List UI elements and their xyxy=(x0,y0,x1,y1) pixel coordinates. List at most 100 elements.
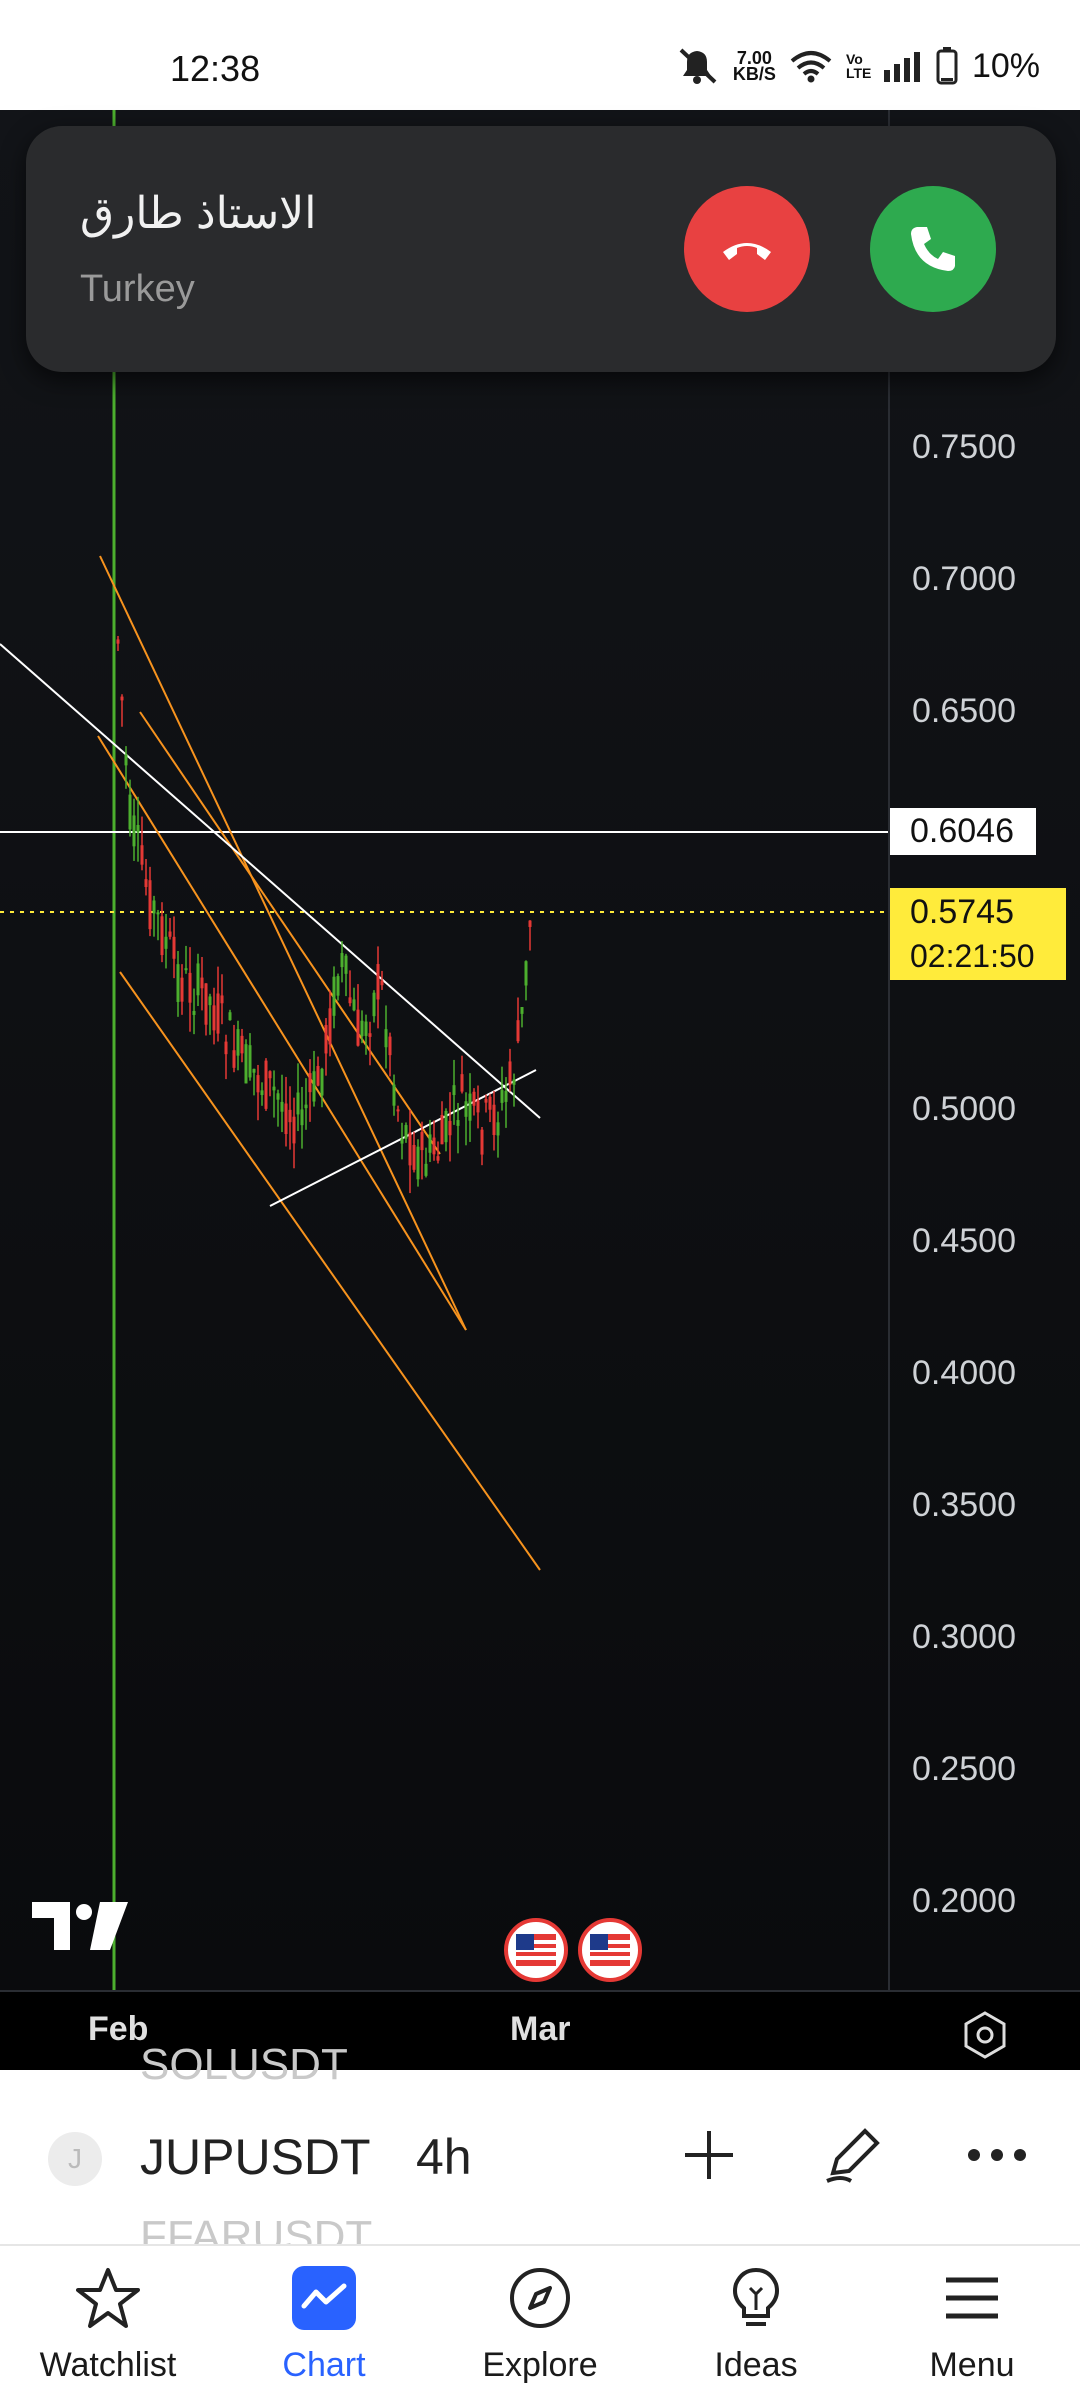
more-options-button[interactable] xyxy=(962,2120,1032,2190)
candle-body xyxy=(356,1009,360,1046)
nav-chart-label: Chart xyxy=(282,2346,366,2384)
candle-body xyxy=(396,1109,400,1112)
nav-ideas[interactable]: Ideas xyxy=(656,2246,856,2400)
hang-up-icon xyxy=(723,243,771,260)
candle-body xyxy=(220,995,224,1004)
net-speed-value: 7.00 xyxy=(736,48,772,68)
candle-body xyxy=(264,1060,268,1109)
bottom-nav: Watchlist Chart Explore Ideas Menu xyxy=(0,2246,1080,2400)
candle-body xyxy=(380,980,384,986)
caller-location: Turkey xyxy=(80,268,195,310)
candle-body xyxy=(216,993,220,1034)
prev-symbol[interactable]: SOLUSDT xyxy=(140,2040,348,2080)
y-tick: 0.7500 xyxy=(912,428,1016,466)
candle-body xyxy=(344,955,348,974)
candle-body xyxy=(252,1068,256,1073)
candle-body xyxy=(488,1096,492,1110)
trendline-up xyxy=(269,1069,537,1207)
candle-body xyxy=(260,1090,264,1096)
economic-events-flags[interactable] xyxy=(502,1916,646,1986)
y-tick: 0.4500 xyxy=(912,1222,1016,1260)
symbol-name[interactable]: JUPUSDT xyxy=(140,2129,371,2185)
candle-body xyxy=(420,1132,424,1151)
candle-body xyxy=(376,964,380,1000)
candle-body xyxy=(460,1074,464,1092)
candle-body xyxy=(456,1120,460,1126)
candle-body xyxy=(472,1091,476,1106)
candle-body xyxy=(424,1163,428,1176)
candle-body xyxy=(400,1138,404,1144)
candle-body xyxy=(468,1093,472,1121)
trendline-down xyxy=(0,643,541,1119)
battery-icon xyxy=(936,47,958,85)
candle-body xyxy=(276,1093,280,1100)
candle-body xyxy=(324,1025,328,1054)
net-speed-unit: KB/S xyxy=(732,64,776,84)
candle-body xyxy=(116,639,120,644)
nav-ideas-label: Ideas xyxy=(714,2346,798,2384)
candle-body xyxy=(268,1071,272,1079)
candle-body xyxy=(300,1109,304,1126)
nav-chart[interactable]: Chart xyxy=(224,2246,424,2400)
time-axis[interactable] xyxy=(0,1990,1080,2072)
candle-body xyxy=(500,1090,504,1103)
candle-body xyxy=(496,1122,500,1136)
nav-explore-label: Explore xyxy=(482,2346,598,2384)
candle-body xyxy=(512,1079,516,1085)
nav-watchlist[interactable]: Watchlist xyxy=(8,2246,208,2400)
candle-body xyxy=(248,1045,252,1078)
candle-body xyxy=(428,1134,432,1153)
wifi-icon xyxy=(790,51,832,83)
candle-body xyxy=(392,1084,396,1106)
candle-body xyxy=(448,1120,452,1136)
signal-icon xyxy=(883,52,920,82)
incoming-call-banner[interactable]: الاستاذ طارق Turkey xyxy=(26,126,1056,372)
x-tick-feb: Feb xyxy=(88,2010,149,2048)
candle-body xyxy=(416,1146,420,1180)
candle-body xyxy=(360,1020,364,1037)
us-flag-icon-2 xyxy=(578,1918,642,1982)
candle-body xyxy=(164,936,168,949)
nav-explore[interactable]: Explore xyxy=(440,2246,640,2400)
y-tick: 0.5000 xyxy=(912,1090,1016,1128)
horizontal-line-price-tag: 0.6046 xyxy=(890,808,1036,855)
candle-body xyxy=(200,977,204,989)
candle-body xyxy=(440,1115,444,1145)
candle-body xyxy=(168,931,172,937)
accept-call-button[interactable] xyxy=(870,186,996,312)
candle-body xyxy=(492,1104,496,1136)
status-icons: 7.00 KB/S Vo LTE 10% xyxy=(675,46,1040,86)
candle-body xyxy=(160,916,164,956)
chart-canvas[interactable] xyxy=(0,110,1080,1990)
candle-body xyxy=(388,1036,392,1056)
decline-call-button[interactable] xyxy=(684,186,810,312)
interval-selector[interactable]: 4h xyxy=(416,2129,472,2185)
price-chart[interactable] xyxy=(0,110,1080,1990)
hamburger-icon xyxy=(946,2277,998,2319)
candle-body xyxy=(180,977,184,1002)
candle-body xyxy=(368,1033,372,1037)
candle-body xyxy=(444,1110,448,1143)
add-button[interactable] xyxy=(674,2120,744,2190)
candle-body xyxy=(384,1029,388,1048)
drawing-tools-button[interactable] xyxy=(818,2120,888,2190)
candle-body xyxy=(336,976,340,996)
candle-body xyxy=(288,1109,292,1123)
plus-icon xyxy=(685,2131,733,2179)
symbol-logo: J xyxy=(48,2132,102,2186)
y-tick: 0.3500 xyxy=(912,1486,1016,1524)
star-icon xyxy=(76,2268,140,2328)
net-speed: 7.00 KB/S xyxy=(732,48,776,84)
compass-icon xyxy=(510,2268,570,2328)
chart-settings-icon[interactable] xyxy=(960,2010,1010,2060)
x-tick-mar: Mar xyxy=(510,2010,571,2048)
candle-body xyxy=(520,1007,524,1014)
nav-menu[interactable]: Menu xyxy=(872,2246,1072,2400)
candle-body xyxy=(188,972,192,1003)
candle-body xyxy=(480,1129,484,1155)
nav-menu-label: Menu xyxy=(929,2346,1015,2384)
next-symbol[interactable]: FFARUSDT xyxy=(140,2212,373,2244)
candle-body xyxy=(524,961,528,986)
mute-icon xyxy=(679,48,717,84)
candle-body xyxy=(364,1021,368,1036)
